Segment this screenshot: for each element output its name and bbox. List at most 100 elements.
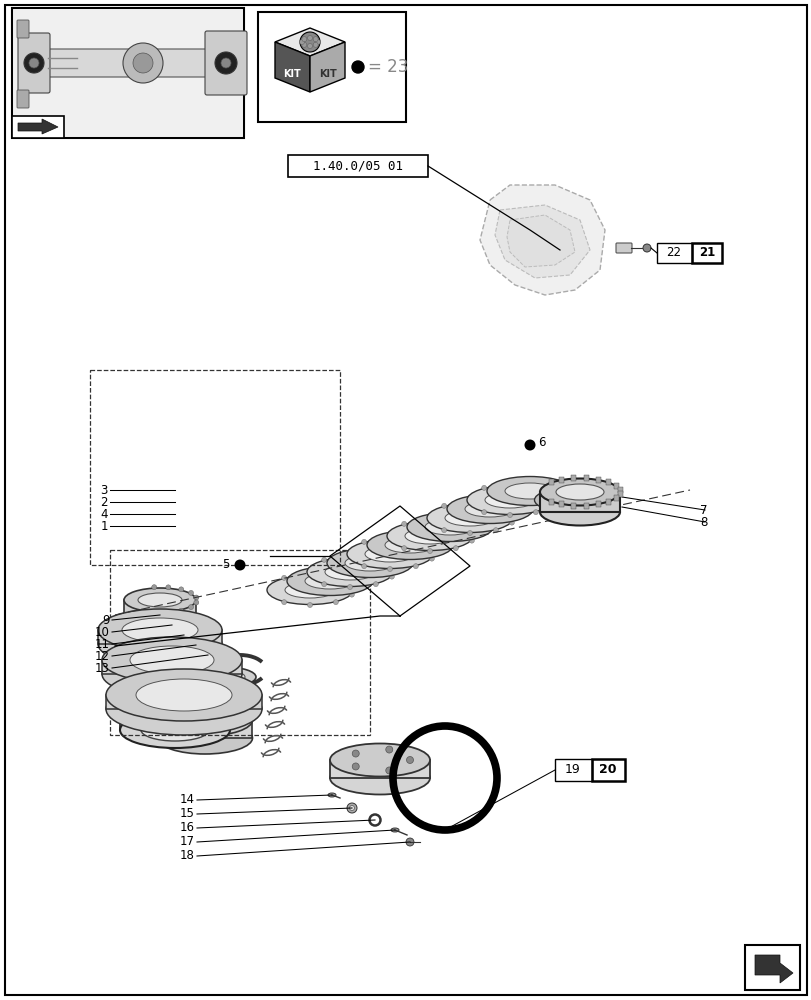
Ellipse shape	[504, 483, 554, 499]
Circle shape	[427, 518, 432, 524]
Circle shape	[194, 595, 199, 600]
Ellipse shape	[534, 488, 609, 512]
Ellipse shape	[307, 558, 393, 586]
Ellipse shape	[194, 667, 255, 687]
FancyBboxPatch shape	[17, 90, 29, 108]
Circle shape	[642, 244, 650, 252]
Circle shape	[388, 565, 394, 570]
Bar	[570, 503, 575, 509]
Circle shape	[387, 566, 392, 572]
Ellipse shape	[424, 519, 474, 535]
Bar	[109, 550, 370, 735]
Circle shape	[321, 582, 326, 587]
Ellipse shape	[444, 510, 495, 526]
Bar	[617, 487, 622, 493]
Bar	[570, 475, 575, 481]
Circle shape	[178, 608, 183, 613]
Bar	[14, 10, 242, 136]
Bar	[153, 658, 160, 664]
Text: KIT: KIT	[283, 69, 301, 79]
Circle shape	[429, 547, 434, 552]
Circle shape	[221, 58, 230, 68]
Text: 6: 6	[538, 436, 545, 450]
Circle shape	[453, 521, 457, 526]
Bar	[288, 155, 427, 177]
Polygon shape	[275, 42, 310, 92]
Circle shape	[533, 485, 538, 490]
Ellipse shape	[124, 608, 195, 632]
Polygon shape	[120, 685, 230, 730]
Polygon shape	[18, 119, 58, 134]
Polygon shape	[98, 630, 221, 644]
Circle shape	[373, 582, 378, 587]
Circle shape	[481, 485, 486, 490]
Circle shape	[493, 528, 498, 533]
Circle shape	[481, 510, 486, 515]
FancyBboxPatch shape	[204, 31, 247, 95]
Circle shape	[413, 539, 418, 544]
Circle shape	[361, 539, 367, 544]
Ellipse shape	[367, 530, 453, 560]
Bar	[188, 700, 195, 707]
Circle shape	[351, 61, 363, 73]
Circle shape	[387, 536, 392, 542]
Circle shape	[307, 572, 312, 578]
Ellipse shape	[120, 712, 230, 748]
Bar	[90, 370, 340, 565]
Text: 1.40.0/05 01: 1.40.0/05 01	[312, 160, 402, 173]
Text: KIT: KIT	[319, 69, 337, 79]
Polygon shape	[479, 185, 604, 295]
Ellipse shape	[286, 566, 372, 595]
Polygon shape	[310, 42, 345, 92]
Circle shape	[469, 538, 474, 543]
Bar	[548, 479, 553, 485]
Bar	[595, 501, 600, 507]
Ellipse shape	[484, 492, 534, 508]
Polygon shape	[329, 760, 430, 778]
Circle shape	[406, 756, 413, 764]
FancyBboxPatch shape	[18, 33, 50, 93]
Circle shape	[165, 585, 170, 590]
Circle shape	[429, 556, 434, 561]
Text: 5: 5	[222, 558, 230, 572]
Ellipse shape	[102, 637, 242, 683]
Circle shape	[178, 587, 183, 592]
Bar	[606, 499, 611, 505]
Circle shape	[333, 600, 338, 605]
Ellipse shape	[102, 651, 242, 697]
Circle shape	[352, 750, 358, 757]
Ellipse shape	[446, 494, 532, 524]
Bar	[174, 659, 179, 664]
Circle shape	[122, 43, 163, 83]
Circle shape	[467, 500, 472, 506]
Circle shape	[188, 590, 193, 595]
Circle shape	[549, 493, 554, 498]
Circle shape	[349, 592, 354, 597]
Circle shape	[493, 503, 498, 508]
Bar	[218, 692, 225, 699]
Text: 22: 22	[666, 246, 680, 259]
Circle shape	[281, 575, 286, 580]
FancyBboxPatch shape	[40, 49, 214, 77]
Bar	[169, 701, 174, 707]
Circle shape	[215, 52, 237, 74]
Circle shape	[507, 483, 512, 488]
Text: 4: 4	[101, 508, 108, 520]
Polygon shape	[495, 205, 590, 278]
Bar	[591, 759, 624, 781]
Text: 19: 19	[564, 763, 580, 776]
Circle shape	[507, 512, 512, 518]
Bar	[12, 116, 64, 138]
Ellipse shape	[98, 609, 221, 651]
Circle shape	[24, 53, 44, 73]
Ellipse shape	[141, 719, 208, 741]
Circle shape	[373, 557, 378, 562]
Ellipse shape	[487, 477, 573, 506]
Bar	[583, 503, 588, 509]
Bar	[554, 759, 591, 781]
Polygon shape	[102, 660, 242, 674]
Circle shape	[165, 610, 170, 615]
Ellipse shape	[130, 646, 214, 674]
Text: 2: 2	[101, 495, 108, 508]
Ellipse shape	[324, 564, 375, 580]
